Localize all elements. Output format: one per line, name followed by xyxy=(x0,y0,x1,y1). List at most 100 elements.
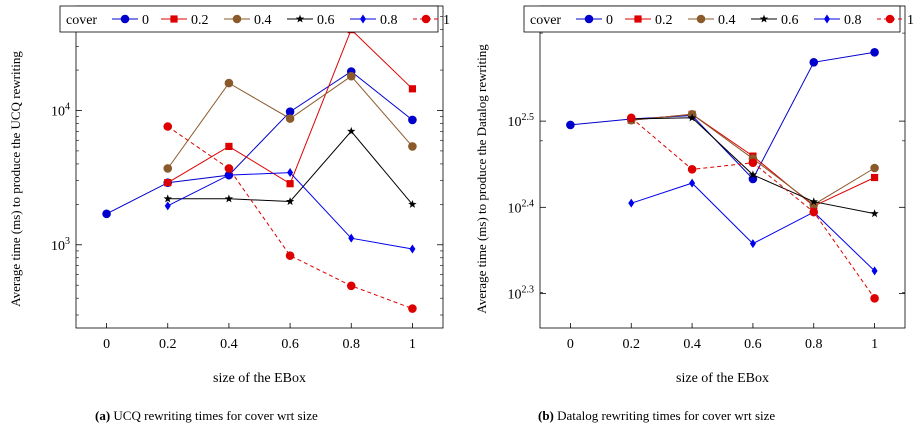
data-point-4 xyxy=(809,57,819,67)
y-axis-label: Average time (ms) to produce the Datalog… xyxy=(474,44,489,314)
data-point-3 xyxy=(748,158,758,167)
data-point-1 xyxy=(163,164,173,173)
data-point-4 xyxy=(347,126,356,135)
data-point-1 xyxy=(164,179,172,187)
y-axis-label: Average time (ms) to produce the UCQ rew… xyxy=(8,51,23,307)
data-point-1 xyxy=(163,122,173,131)
series-0 xyxy=(566,47,879,184)
y-tick-label: 102.5 xyxy=(508,112,535,130)
y-tick-base: 10 xyxy=(508,288,522,303)
x-tick-label: 0.4 xyxy=(683,337,701,352)
data-point-3 xyxy=(285,197,295,206)
legend-label: 0 xyxy=(606,13,613,28)
y-tick-label: 102.4 xyxy=(508,198,535,216)
legend-label: 0.2 xyxy=(191,13,209,28)
data-point-legend xyxy=(885,14,895,24)
data-point-0 xyxy=(102,209,111,219)
legend-item-0.2: 0.2 xyxy=(161,13,209,28)
legend-item-0.4: 0.4 xyxy=(224,13,272,28)
legend-item-0.8: 0.8 xyxy=(814,13,862,28)
legend-label: 1 xyxy=(443,13,450,28)
data-point-legend xyxy=(759,14,769,23)
y-tick-exponent: 3 xyxy=(65,236,70,247)
x-tick-label: 0 xyxy=(103,337,110,352)
plot-frame xyxy=(539,5,906,329)
x-tick-label: 0.4 xyxy=(220,337,238,352)
x-tick-label: 0.6 xyxy=(744,337,762,352)
data-point-legend xyxy=(696,14,706,24)
data-point-legend xyxy=(295,14,305,23)
data-point-legend xyxy=(634,15,642,23)
legend-label: 0.4 xyxy=(718,13,736,28)
legend-label: 0.6 xyxy=(781,13,799,28)
caption-text: UCQ rewriting times for cover wrt size xyxy=(113,408,318,423)
legend-item-0.8: 0.8 xyxy=(350,13,398,28)
y-tick-exponent: 4 xyxy=(65,101,70,112)
data-point-5 xyxy=(409,244,416,254)
data-point-3 xyxy=(748,170,758,179)
legend-title: cover xyxy=(530,13,561,28)
y-tick-base: 10 xyxy=(51,239,65,254)
data-point-5 xyxy=(870,294,879,303)
data-point-3 xyxy=(287,168,294,178)
data-point-2 xyxy=(687,113,697,122)
data-point-5 xyxy=(408,85,417,93)
data-point-1 xyxy=(626,113,636,123)
x-tick-label: 0.8 xyxy=(805,337,823,352)
x-axis-label: size of the EBox xyxy=(213,371,306,386)
y-tick-base: 10 xyxy=(508,115,522,130)
legend-label: 0.8 xyxy=(844,13,862,28)
data-point-4 xyxy=(809,197,818,206)
legend-item-0.6: 0.6 xyxy=(287,13,335,28)
series-0.6 xyxy=(163,126,417,208)
series-0.8 xyxy=(628,178,878,276)
data-point-5 xyxy=(870,47,879,57)
y-tick-label: 103 xyxy=(51,236,70,254)
data-point-3 xyxy=(749,239,756,249)
data-point-legend xyxy=(360,14,366,24)
x-tick-label: 0 xyxy=(567,337,574,352)
series-line xyxy=(570,51,875,180)
legend-label: 0.2 xyxy=(655,13,673,28)
x-tick-label: 0.6 xyxy=(281,337,299,352)
data-point-2 xyxy=(224,78,234,88)
data-point-5 xyxy=(871,266,878,276)
data-point-4 xyxy=(346,71,356,81)
legend-label: 0.6 xyxy=(317,13,335,28)
data-point-legend xyxy=(120,14,130,24)
series-line xyxy=(631,182,875,272)
series-0 xyxy=(102,67,417,219)
data-point-legend xyxy=(421,14,431,24)
data-point-2 xyxy=(224,194,234,203)
legend-item-0.4: 0.4 xyxy=(688,13,736,28)
y-tick-label: 102.3 xyxy=(508,285,535,303)
x-tick-label: 1 xyxy=(871,337,878,352)
caption-label: (a) xyxy=(95,408,111,423)
legend-label: 0.8 xyxy=(380,13,398,28)
series-0.8 xyxy=(164,168,416,254)
y-tick-exponent: 2.3 xyxy=(522,285,535,296)
y-tick-base: 10 xyxy=(51,104,65,119)
data-point-1 xyxy=(628,198,635,208)
series-line xyxy=(167,126,413,310)
data-point-2 xyxy=(225,142,233,151)
plot-frame xyxy=(75,5,444,329)
series-line xyxy=(106,70,413,215)
data-point-4 xyxy=(346,281,356,291)
legend-label: 0.4 xyxy=(254,13,272,28)
legend-label: 0 xyxy=(142,13,149,28)
x-tick-label: 0.2 xyxy=(159,337,177,352)
data-point-legend xyxy=(824,14,830,24)
x-tick-label: 0.8 xyxy=(343,337,361,352)
data-point-0 xyxy=(566,120,575,130)
caption-text: Datalog rewriting times for cover wrt si… xyxy=(557,408,776,423)
data-point-2 xyxy=(225,170,232,180)
x-axis-label: size of the EBox xyxy=(676,371,769,386)
legend-item-0: 0 xyxy=(576,13,613,28)
legend-title: cover xyxy=(66,13,97,28)
data-point-5 xyxy=(870,163,879,173)
data-point-legend xyxy=(170,15,178,23)
data-point-4 xyxy=(809,207,819,217)
